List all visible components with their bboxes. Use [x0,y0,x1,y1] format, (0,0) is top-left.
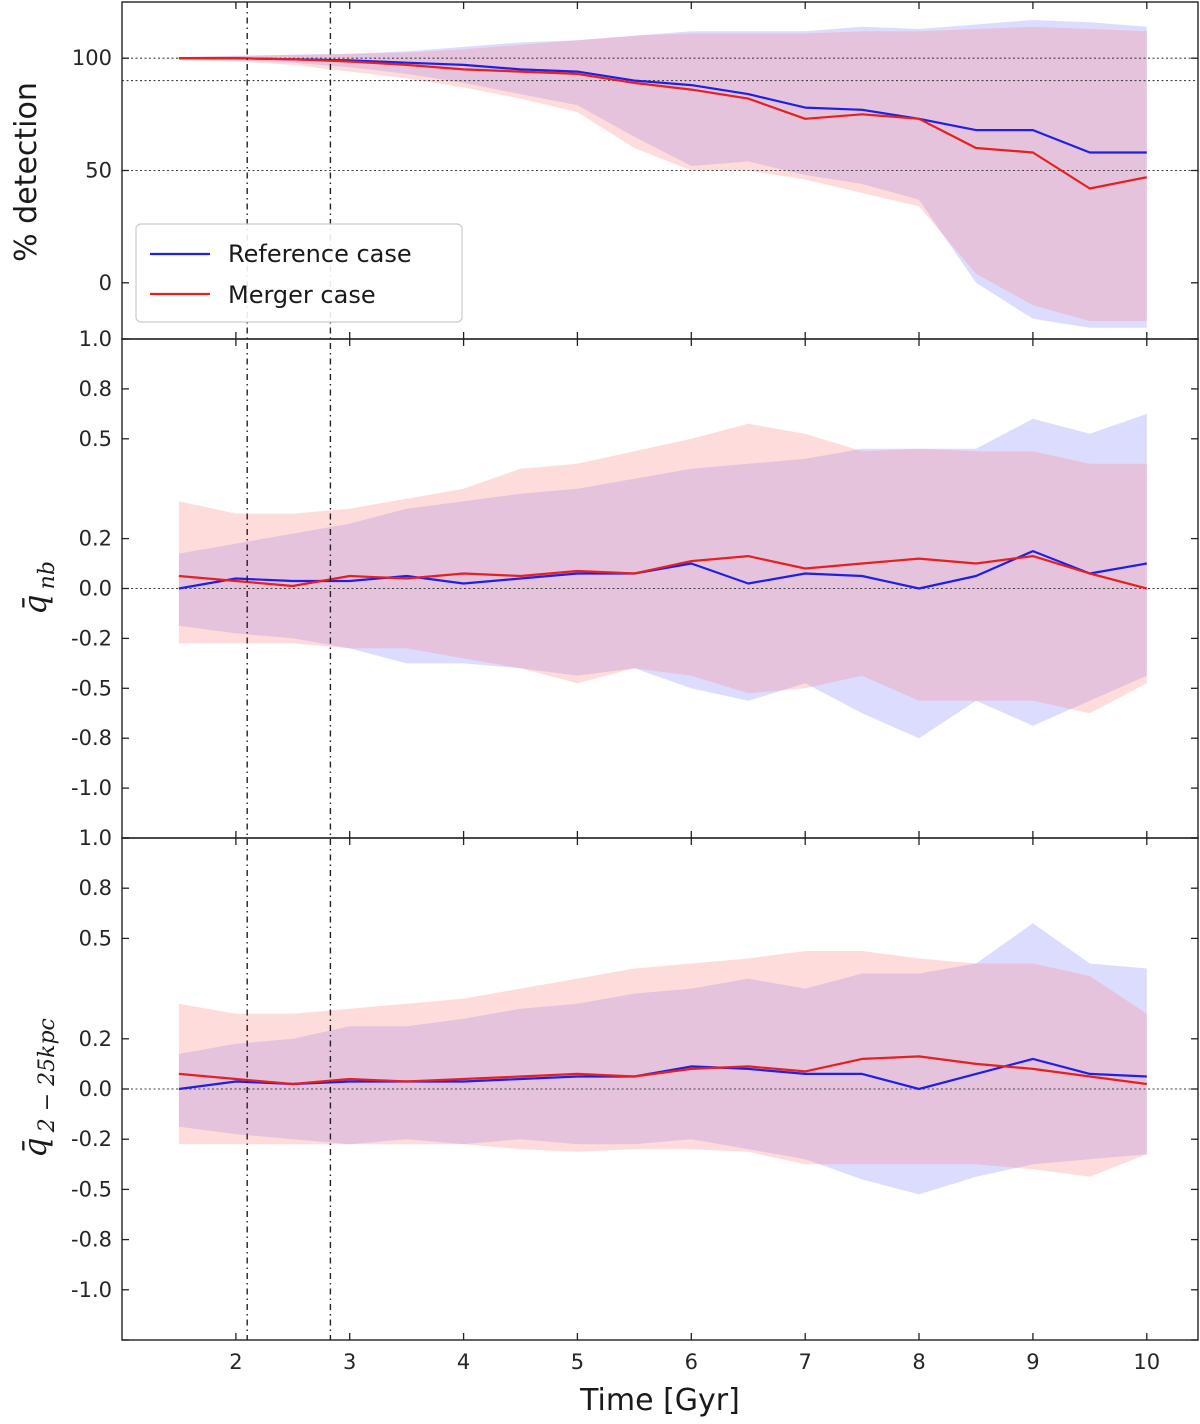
xtick-label-7: 9 [1026,1350,1039,1374]
ytick-label-q_2_25kpc-4: 0.0 [79,1077,112,1101]
y-axis-label-q-2-25kpc-main: q̄ [16,1137,54,1157]
y-axis-label-q-nb-sub: nb [35,561,60,589]
ytick-label-q_nb-3: 0.2 [79,527,112,551]
xtick-label-1: 3 [343,1350,356,1374]
chart-panels [122,20,1198,1195]
line-merger-q_2_25kpc [178,1055,1147,1086]
y-axis-label-q-nb: q̄ nb [16,561,60,615]
band-reference-detection [178,20,1147,328]
y-axis-label-q-2-25kpc-sub: 2 − 25kpc [35,1018,60,1133]
line-merger-detection [178,57,1148,190]
ytick-label-q_2_25kpc-2: 0.5 [79,926,112,950]
panel-q_nb [122,413,1198,739]
line-merger-q_nb [178,554,1148,590]
ytick-label-q_nb-5: -0.2 [71,626,112,650]
xtick-label-8: 10 [1133,1350,1160,1374]
xtick-label-3: 5 [571,1350,584,1374]
xtick-label-5: 7 [799,1350,812,1374]
legend-box [135,223,463,323]
line-reference-q_2_25kpc [178,1057,1147,1091]
legend-label-merger: Merger case [228,281,376,309]
xtick-label-0: 2 [229,1350,242,1374]
ytick-label-q_2_25kpc-7: -0.8 [71,1228,112,1252]
panel-detection [122,20,1198,328]
band-merger-q_2_25kpc [178,951,1147,1177]
y-axis-labels: % detection q̄ nb q̄ 2 − 25kpc [9,82,60,1158]
band-reference-q_2_25kpc [178,923,1147,1195]
ytick-label-q_nb-4: 0.0 [79,577,112,601]
y-axis-label-q-2-25kpc: q̄ 2 − 25kpc [16,1018,60,1158]
ytick-label-q_nb-7: -0.8 [71,726,112,750]
ytick-label-q_nb-2: 0.5 [79,427,112,451]
x-axis: Time [Gyr] 2 3 4 5 6 7 8 9 10 [229,1350,1160,1418]
line-reference-q_nb [178,549,1147,590]
ytick-label-detection-1: 50 [85,159,112,183]
ytick-label-detection-0: 100 [72,46,112,70]
band-reference-q_nb [178,413,1147,739]
ytick-label-detection-2: 0 [99,271,112,295]
x-axis-label: Time [Gyr] [579,1383,740,1418]
band-merger-detection [178,26,1147,321]
legend: Reference case Merger case [135,223,463,323]
ytick-label-q_2_25kpc-0: 1.0 [79,826,112,850]
ytick-label-q_2_25kpc-5: -0.2 [71,1127,112,1151]
xtick-label-4: 6 [685,1350,698,1374]
xtick-label-6: 8 [912,1350,925,1374]
frame-q_2_25kpc [121,837,1199,1341]
ytick-label-q_2_25kpc-1: 0.8 [79,876,112,900]
panel-frames: 100 50 0 1.0 0.8 0.5 0.2 0.0 -0.2 -0.5 -0.8 -1.0 1.0… [71,1,1199,1341]
ytick-label-q_2_25kpc-3: 0.2 [79,1027,112,1051]
ytick-label-q_nb-8: -1.0 [71,776,112,800]
ytick-label-q_nb-6: -0.5 [71,676,112,700]
y-axis-label-detection: % detection [9,82,44,262]
ytick-label-q_2_25kpc-6: -0.5 [71,1177,112,1201]
ytick-label-q_nb-0: 1.0 [79,327,112,351]
panel-q_2_25kpc [122,923,1198,1195]
ytick-label-q_nb-1: 0.8 [79,377,112,401]
legend-label-reference: Reference case [228,240,412,268]
y-axis-label-q-nb-main: q̄ [16,594,54,614]
ytick-label-q_2_25kpc-8: -1.0 [71,1278,112,1302]
xtick-label-2: 4 [457,1350,470,1374]
